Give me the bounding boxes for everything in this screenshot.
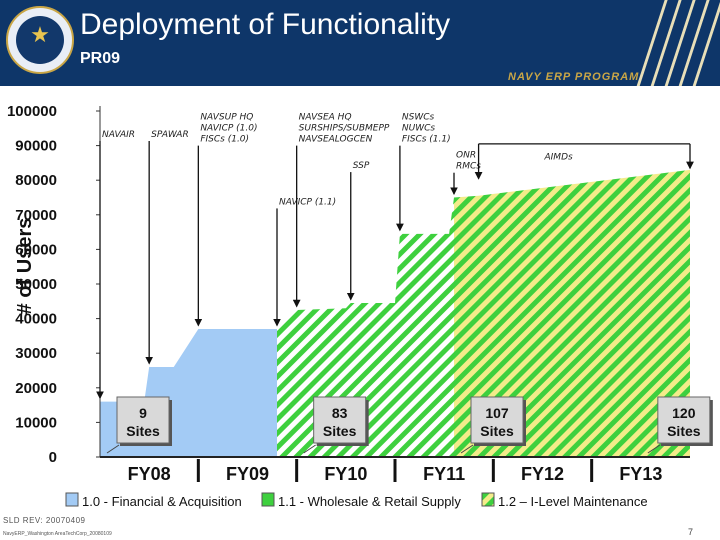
legend-swatch	[65, 492, 79, 507]
annotation-label-navair: NAVAIR	[102, 130, 135, 140]
y-tick-label: 40000	[15, 311, 57, 328]
y-tick-label: 10000	[15, 414, 57, 431]
annotation-label-nswcs: NUWCs	[402, 124, 436, 134]
deployment-chart: 0 10000 20000 30000 40000 50000 60000 70000 8000…	[7, 103, 713, 509]
fiscal-year-label: FY10	[324, 464, 367, 484]
annotation-label-onr: ONR	[456, 151, 476, 161]
header-banner: ★ Deployment of Functionality PR09 NAVY …	[0, 0, 720, 86]
series-area-2	[277, 197, 454, 457]
site-label: Sites	[323, 423, 357, 439]
annotation-label-spawar: SPAWAR	[151, 130, 189, 140]
annotation-label-navsea-hq: SURSHIPS/SUBMEPP	[299, 124, 390, 134]
site-box-pointer	[106, 444, 120, 454]
site-label: Sites	[480, 423, 514, 439]
annotation-label-navsea-hq: NAVSEALOGCEN	[299, 135, 373, 145]
series-area-3	[454, 169, 690, 457]
page-subtitle: PR09	[80, 50, 121, 67]
fiscal-year-label: FY09	[226, 464, 269, 484]
site-box-pointer	[647, 444, 661, 454]
fiscal-year-label: FY12	[521, 464, 564, 484]
site-box	[657, 396, 711, 444]
y-tick-label: 100000	[7, 103, 57, 120]
site-count: 107	[485, 405, 509, 421]
y-tick-label: 0	[49, 449, 57, 466]
site-label: Sites	[126, 423, 160, 439]
y-axis-title: # of Users	[14, 218, 36, 315]
annotation-label-aimds: AIMDs	[544, 152, 574, 162]
annotation-label-navsea-hq: NAVSEA HQ	[299, 113, 352, 123]
legend-swatch	[261, 492, 275, 507]
y-tick-label: 60000	[15, 241, 57, 258]
site-count: 83	[332, 405, 348, 421]
site-box	[116, 396, 170, 444]
annotation-label-navsup-hq: FISCs (1.0)	[200, 135, 249, 145]
revision-label: SLD REV: 20070409	[3, 516, 86, 525]
fiscal-year-label: FY13	[619, 464, 662, 484]
fiscal-year-label: FY08	[128, 464, 171, 484]
legend-label: 1.0 - Financial & Acquisition	[82, 494, 242, 509]
annotation-label-navsup-hq: NAVICP (1.0)	[200, 124, 257, 134]
legend-label: 1.1 - Wholesale & Retail Supply	[278, 494, 461, 509]
site-box	[470, 396, 524, 444]
fiscal-year-label: FY11	[423, 464, 465, 484]
site-label: Sites	[667, 423, 701, 439]
site-box	[313, 396, 367, 444]
annotation-label-nswcs: NSWCs	[402, 113, 435, 123]
annotation-label-navicp-1-1-: NAVICP (1.1)	[279, 197, 336, 207]
site-box-pointer	[460, 444, 474, 454]
page-title: Deployment of Functionality	[80, 8, 451, 41]
site-count: 9	[139, 405, 147, 421]
site-count: 120	[672, 405, 696, 421]
y-tick-label: 70000	[15, 207, 57, 224]
file-name: NavyERP_Washington AreaTechCorp_20080109	[3, 531, 112, 537]
decorative-stripes	[620, 0, 720, 86]
y-tick-label: 30000	[15, 345, 57, 362]
annotation-label-ssp: SSP	[353, 161, 370, 171]
annotation-label-onr: RMCs	[456, 162, 481, 172]
annotation-label-navsup-hq: NAVSUP HQ	[200, 113, 253, 123]
program-brand: NAVY ERP PROGRAM	[508, 71, 640, 83]
y-tick-label: 80000	[15, 172, 57, 189]
y-tick-label: 90000	[15, 138, 57, 155]
navy-seal-icon: ★	[6, 6, 74, 74]
y-tick-label: 20000	[15, 380, 57, 397]
page-number: 7	[688, 527, 694, 537]
annotation-label-nswcs: FISCs (1.1)	[402, 135, 451, 145]
legend-swatch	[481, 492, 495, 507]
eagle-icon: ★	[30, 23, 50, 48]
legend-label: 1.2 – I-Level Maintenance	[498, 494, 648, 509]
site-box-pointer	[303, 444, 316, 454]
y-tick-label: 50000	[15, 276, 57, 293]
